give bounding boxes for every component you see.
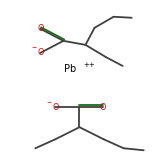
Text: O: O [37, 48, 44, 57]
Text: O: O [37, 24, 44, 33]
Text: O: O [99, 103, 106, 112]
Text: −: − [31, 45, 37, 50]
Text: Pb: Pb [64, 64, 77, 74]
Text: O: O [52, 103, 59, 112]
Text: ++: ++ [84, 62, 95, 68]
Text: −: − [46, 99, 52, 104]
